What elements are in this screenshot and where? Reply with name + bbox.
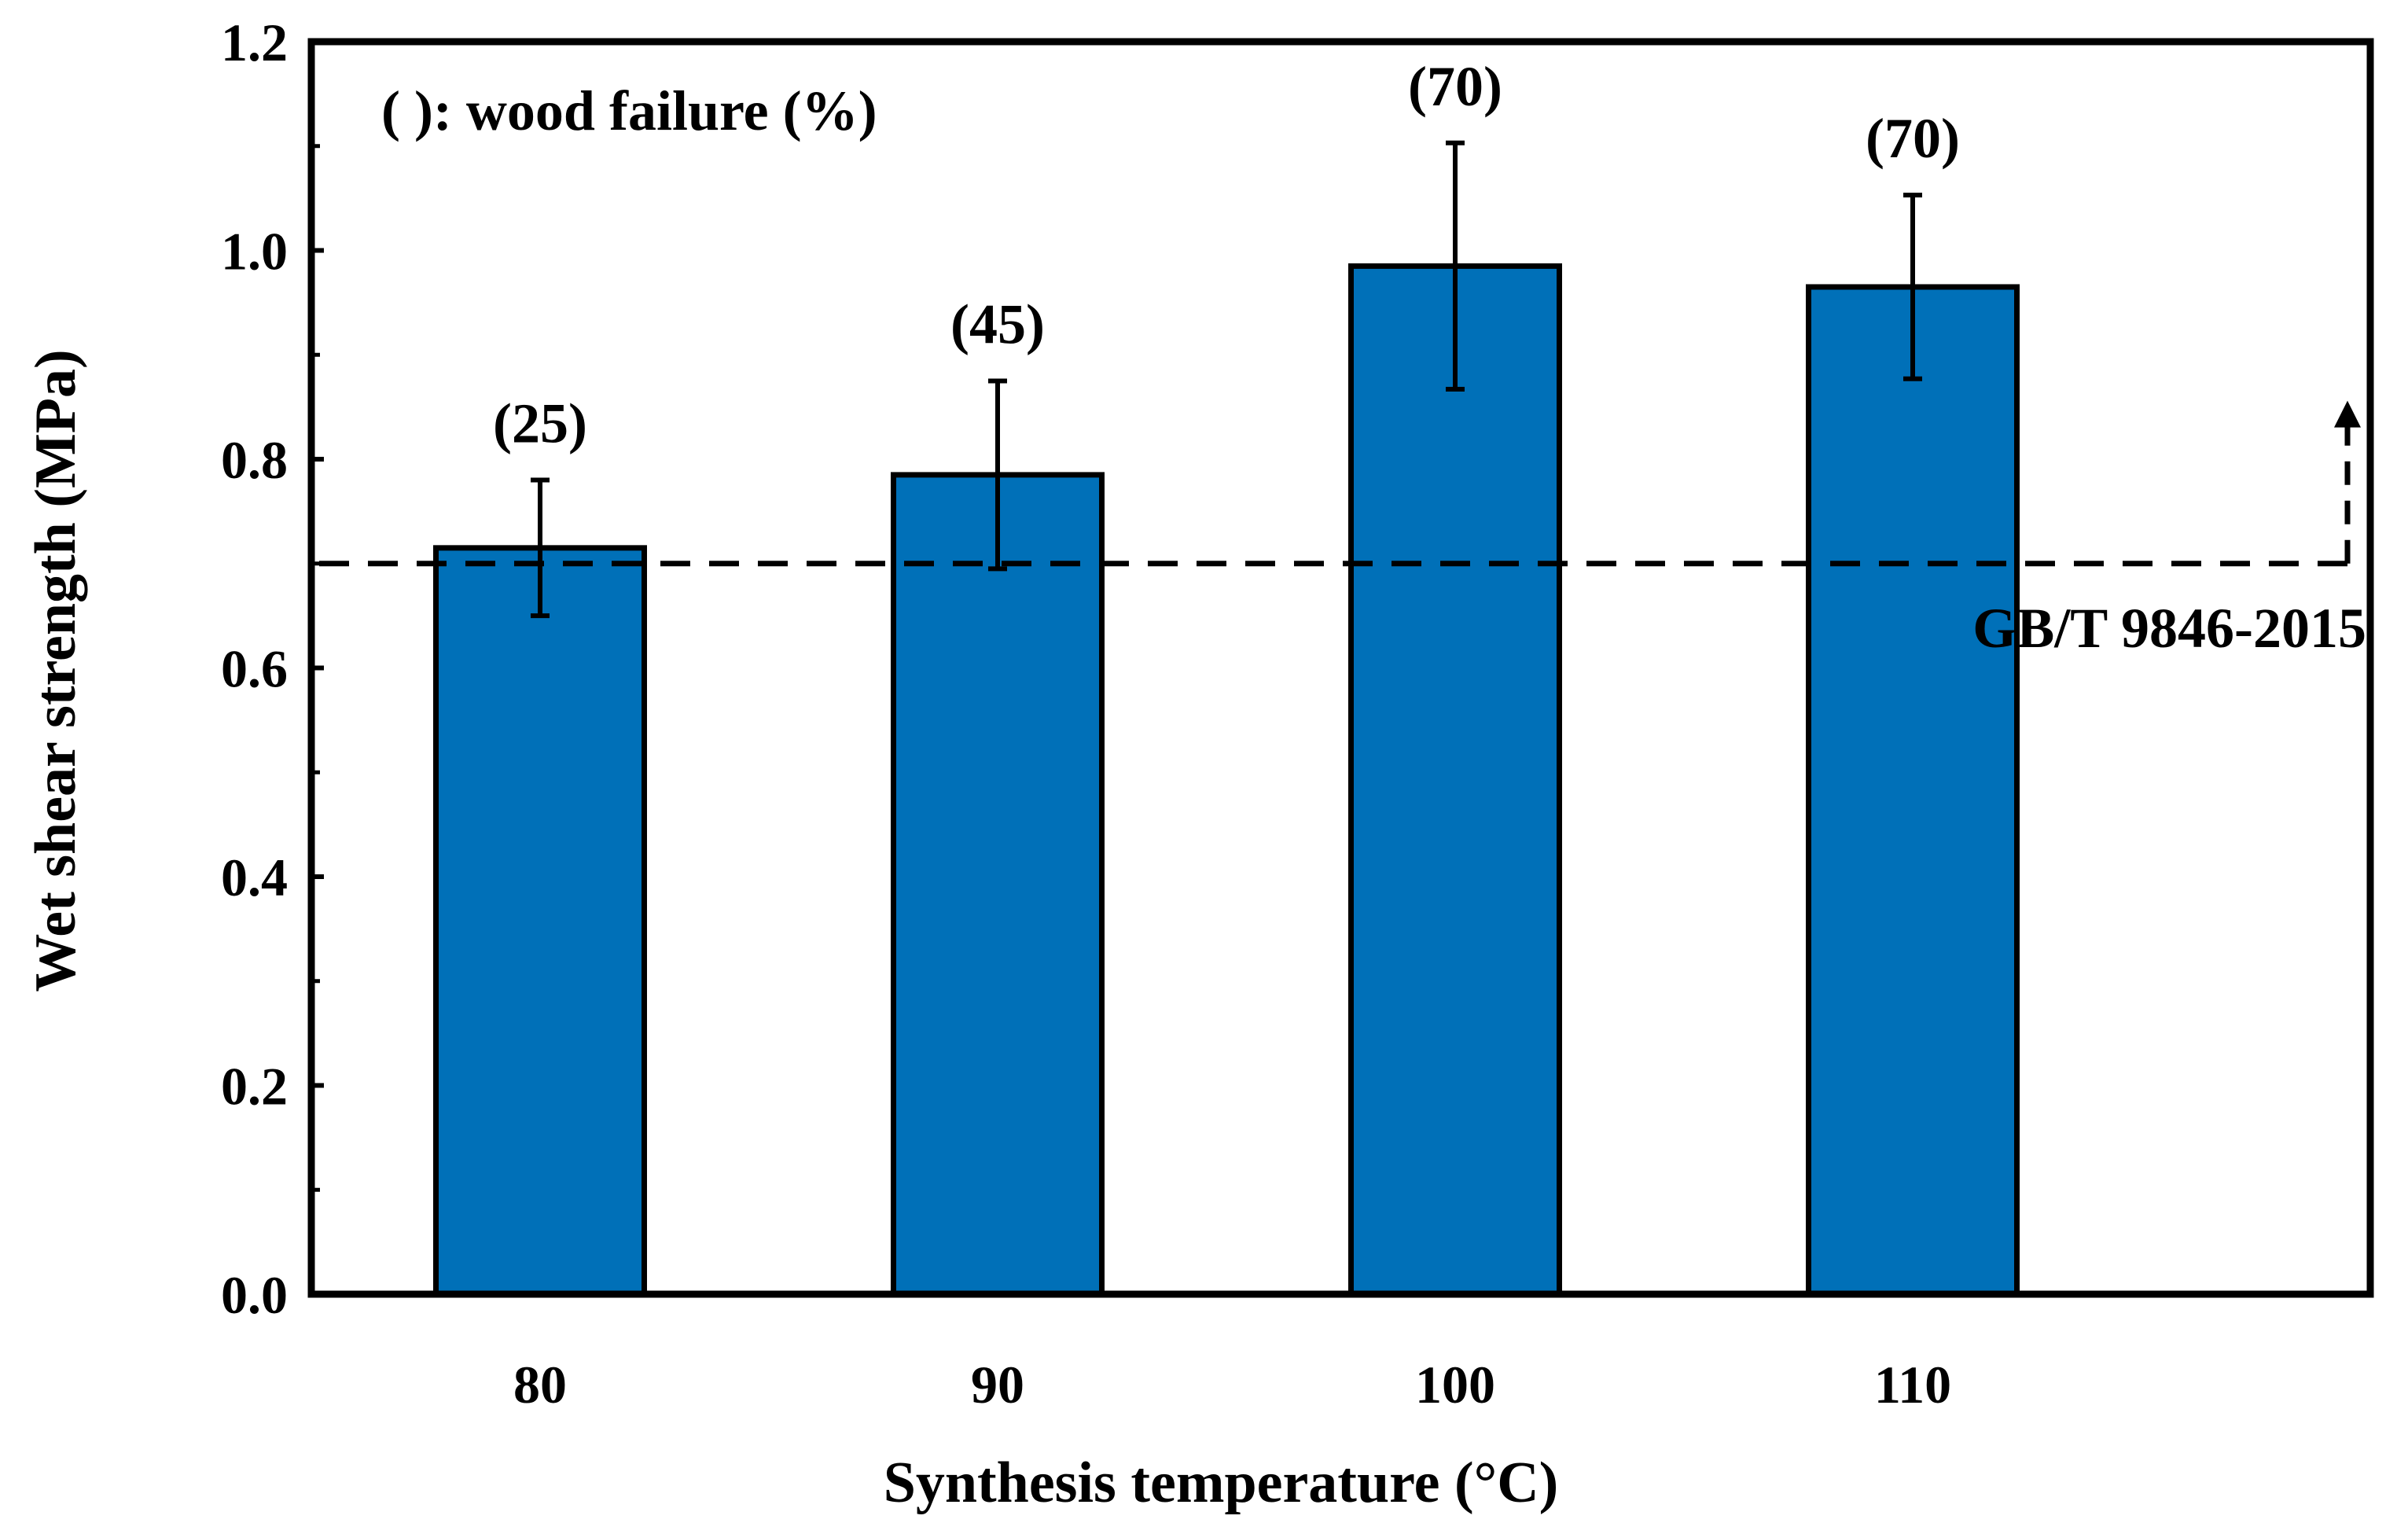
data-label: (70) xyxy=(1408,55,1502,118)
bar xyxy=(891,472,1105,1297)
reference-line-label: GB/T 9846-2015 xyxy=(1972,597,2366,660)
wood-failure-note: ( ): wood failure (%) xyxy=(381,79,877,142)
y-tick-label: 0.4 xyxy=(221,848,288,907)
error-bar xyxy=(1446,140,1465,392)
plot-frame xyxy=(307,38,2374,1298)
data-label: (70) xyxy=(1866,107,1960,170)
x-tick-label: 100 xyxy=(1415,1355,1495,1414)
reference-line-group: GB/T 9846-2015 xyxy=(319,400,2366,660)
data-label: (45) xyxy=(950,292,1045,355)
error-bar xyxy=(1903,193,1922,381)
bar xyxy=(433,545,647,1297)
bar xyxy=(1806,284,2020,1297)
bar xyxy=(1348,263,1562,1297)
error-bar xyxy=(531,477,550,619)
y-axis-title: Wet shear strength (MPa) xyxy=(24,349,88,991)
y-tick-label: 1.2 xyxy=(221,13,288,72)
x-tick-label: 110 xyxy=(1874,1355,1951,1414)
error-bars xyxy=(531,140,1922,619)
data-labels: (25) (45) (70) (70) xyxy=(493,55,1960,455)
bars xyxy=(433,263,2020,1297)
y-tick-label: 1.0 xyxy=(221,222,288,281)
y-tick-label: 0.2 xyxy=(221,1057,288,1116)
arrow-up-icon xyxy=(2334,400,2361,428)
x-axis-ticks: 80 90 100 110 xyxy=(513,1282,1951,1414)
x-tick-label: 80 xyxy=(513,1355,567,1414)
x-tick-label: 90 xyxy=(971,1355,1024,1414)
data-label: (25) xyxy=(493,392,587,455)
y-axis-ticks: 0.0 0.2 0.4 0.6 0.8 1.0 1.2 xyxy=(221,13,324,1325)
y-tick-label: 0.0 xyxy=(221,1265,288,1325)
x-axis-title: Synthesis temperature (°C) xyxy=(884,1451,1559,1515)
error-bar xyxy=(988,378,1007,572)
y-tick-label: 0.8 xyxy=(221,430,288,490)
y-tick-label: 0.6 xyxy=(221,639,288,699)
